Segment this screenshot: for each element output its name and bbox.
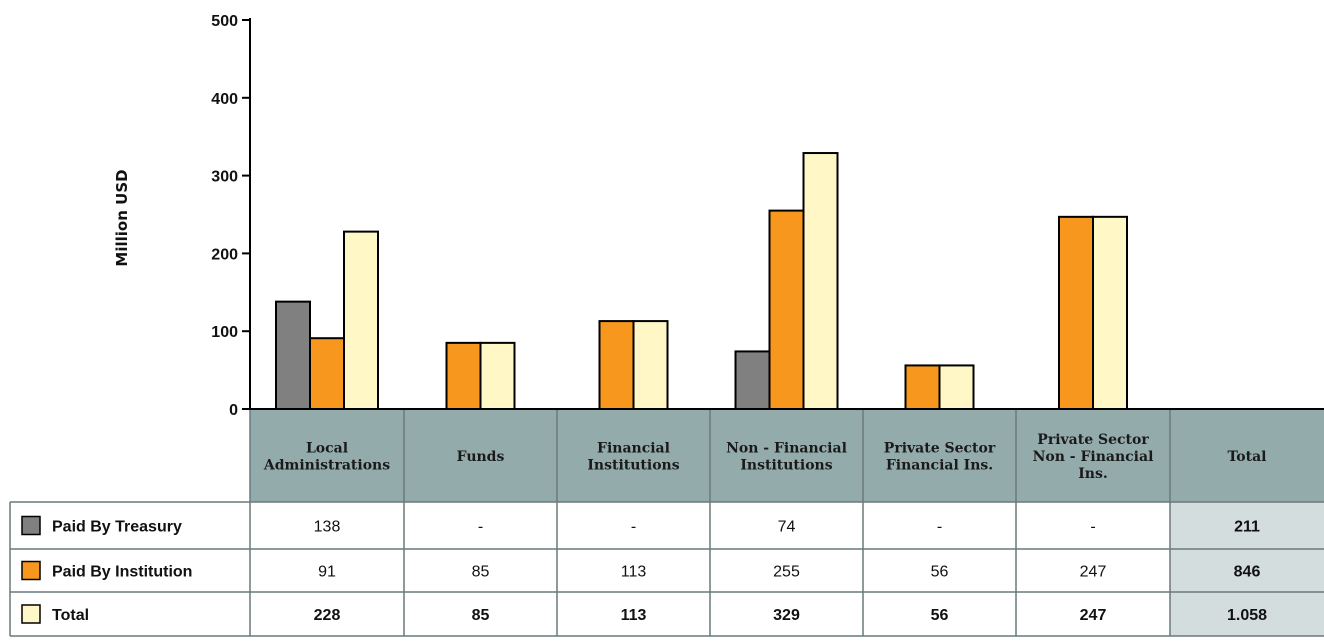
table-cell: 85 — [472, 564, 490, 581]
bar — [802, 152, 839, 410]
bar — [598, 320, 635, 410]
bar — [768, 209, 805, 410]
column-header-label: Non - Financial — [1033, 449, 1154, 465]
table-cell: - — [1090, 519, 1095, 536]
column-header-label: Financial — [597, 441, 670, 457]
column-header-label: Ins. — [1078, 466, 1107, 482]
table-cell: 247 — [1080, 607, 1107, 624]
column-header-label: Funds — [457, 449, 505, 465]
y-tick-label: 100 — [211, 324, 238, 341]
column-header-label: Administrations — [263, 458, 390, 474]
table-cell: 255 — [773, 564, 800, 581]
bar — [275, 300, 311, 410]
column-header-label: Total — [1227, 449, 1266, 465]
legend-label: Paid By Institution — [52, 564, 192, 581]
bar — [445, 341, 482, 410]
y-tick-label: 0 — [229, 402, 238, 419]
y-tick-label: 300 — [211, 169, 238, 186]
legend-swatch — [21, 604, 41, 624]
column-header-label: Private Sector — [884, 441, 996, 457]
table-cell: 228 — [314, 607, 341, 624]
bar — [1058, 215, 1094, 410]
y-tick-label: 200 — [211, 246, 238, 263]
column-header-label: Local — [306, 441, 348, 457]
table-cell: - — [631, 519, 636, 536]
table-cell: 56 — [931, 564, 949, 581]
legend-swatch — [21, 515, 41, 536]
column-header-label: Financial Ins. — [886, 458, 993, 474]
table-cell: 74 — [778, 519, 796, 536]
table-cell: - — [478, 519, 483, 536]
table-cell: 247 — [1080, 564, 1107, 581]
y-tick-label: 500 — [211, 13, 238, 30]
column-header-label: Private Sector — [1037, 432, 1149, 448]
table-cell: - — [937, 519, 942, 536]
legend-label: Paid By Treasury — [52, 519, 182, 536]
column-header-label: Non - Financial — [726, 441, 847, 457]
column-header-label: Institutions — [587, 458, 679, 474]
table-cell: 85 — [472, 607, 490, 624]
y-tick-label: 400 — [211, 91, 238, 108]
table-cell: 113 — [621, 564, 647, 581]
table-cell: 329 — [773, 607, 800, 624]
table-cell: 91 — [318, 564, 336, 581]
table-cell: 113 — [621, 607, 647, 624]
row-total-cell: 846 — [1234, 564, 1261, 581]
bars — [242, 152, 1324, 411]
bar — [734, 350, 771, 411]
bar — [479, 341, 516, 410]
data-table: LocalAdministrationsFundsFinancialInstit… — [9, 410, 1324, 637]
y-axis-label-group: Million USD — [113, 169, 131, 266]
bar — [309, 337, 345, 410]
table-cell: 138 — [314, 519, 341, 536]
bar — [938, 364, 975, 411]
table-header-bg — [250, 410, 1324, 502]
legend-label: Total — [52, 607, 89, 624]
total-column-bg — [1170, 502, 1324, 636]
bar — [343, 230, 379, 410]
y-axis-label: Million USD — [113, 169, 131, 266]
bar — [632, 320, 669, 410]
row-total-cell: 211 — [1234, 519, 1260, 536]
legend-swatch — [21, 560, 41, 581]
column-header-label: Institutions — [740, 458, 832, 474]
bar — [904, 364, 941, 411]
row-total-cell: 1.058 — [1227, 607, 1267, 624]
y-axis: 0 100 200 300 400 500 — [211, 13, 251, 419]
bar — [1092, 215, 1128, 410]
table-cell: 56 — [931, 607, 949, 624]
